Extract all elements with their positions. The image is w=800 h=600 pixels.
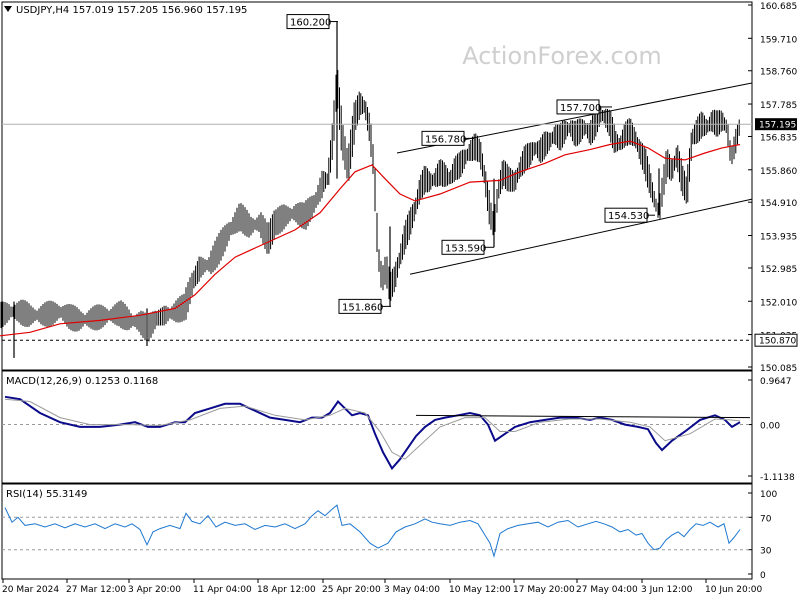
x-tick-label: 18 Apr 12:00 bbox=[257, 585, 316, 595]
price-tick-label: 158.760 bbox=[760, 68, 797, 78]
rsi-tick-label: 30 bbox=[760, 547, 772, 557]
price-panel-title: USDJPY,H4 157.019 157.205 156.960 157.19… bbox=[16, 5, 247, 16]
macd-signal-line bbox=[4, 398, 741, 460]
support-label-box bbox=[754, 333, 798, 347]
price-tick-label: 156.835 bbox=[760, 133, 797, 143]
x-tick-label: 3 Jun 12:00 bbox=[641, 585, 693, 595]
price-tick-label: 159.710 bbox=[760, 35, 797, 45]
price-tick-label: 157.785 bbox=[760, 101, 797, 111]
x-tick-label: 10 Jun 20:00 bbox=[705, 585, 762, 595]
macd-tick-label: 0.9647 bbox=[760, 377, 792, 387]
x-tick-label: 20 Mar 2024 bbox=[2, 585, 59, 595]
rsi-tick-label: 70 bbox=[760, 514, 772, 524]
annotation-label: 156.780 bbox=[425, 134, 466, 145]
current-price-label: 157.195 bbox=[759, 121, 796, 131]
x-tick-label: 3 May 04:00 bbox=[384, 585, 440, 595]
price-tick-label: 153.935 bbox=[760, 233, 797, 243]
x-tick-label: 11 Apr 04:00 bbox=[193, 585, 252, 595]
x-tick-label: 25 Apr 20:00 bbox=[322, 585, 381, 595]
rsi-panel-title: RSI(14) 55.3149 bbox=[6, 489, 87, 500]
price-tick-label: 160.685 bbox=[760, 2, 797, 12]
current-price-box bbox=[755, 118, 797, 131]
annotation-label: 160.200 bbox=[290, 18, 331, 29]
moving-average-line bbox=[0, 140, 741, 337]
macd-panel-title: MACD(12,26,9) 0.1253 0.1168 bbox=[6, 376, 158, 387]
macd-tick-label: -1.1138 bbox=[760, 473, 795, 483]
price-tick-label: 154.910 bbox=[760, 199, 797, 209]
x-tick-label: 17 May 20:00 bbox=[513, 585, 575, 595]
price-tick-label: 152.010 bbox=[760, 298, 797, 308]
macd-tick-label: 0.00 bbox=[760, 422, 780, 432]
price-tick-label: 150.085 bbox=[760, 364, 797, 374]
support-label: 150.870 bbox=[759, 337, 796, 347]
rsi-line bbox=[4, 504, 741, 559]
collapse-triangle-icon[interactable] bbox=[4, 6, 12, 12]
annotation-label: 153.590 bbox=[445, 243, 486, 254]
rsi-tick-label: 100 bbox=[760, 490, 777, 500]
x-tick-label: 3 Apr 20:00 bbox=[128, 585, 181, 595]
x-tick-label: 10 May 12:00 bbox=[449, 585, 511, 595]
annotation-label: 151.860 bbox=[342, 302, 383, 313]
x-tick-label: 27 Mar 12:00 bbox=[66, 585, 126, 595]
macd-panel bbox=[1, 370, 753, 484]
channel-line bbox=[409, 198, 753, 275]
watermark: ActionForex.com bbox=[462, 42, 662, 70]
rsi-tick-label: 0 bbox=[760, 571, 766, 581]
x-tick-label: 27 May 04:00 bbox=[576, 585, 638, 595]
price-tick-label: 152.985 bbox=[760, 265, 797, 275]
price-tick-label: 155.860 bbox=[760, 167, 797, 177]
rsi-panel bbox=[1, 483, 753, 580]
annotation-label: 154.530 bbox=[608, 211, 649, 222]
macd-trendline bbox=[415, 414, 751, 419]
annotation-label: 157.700 bbox=[560, 103, 601, 114]
